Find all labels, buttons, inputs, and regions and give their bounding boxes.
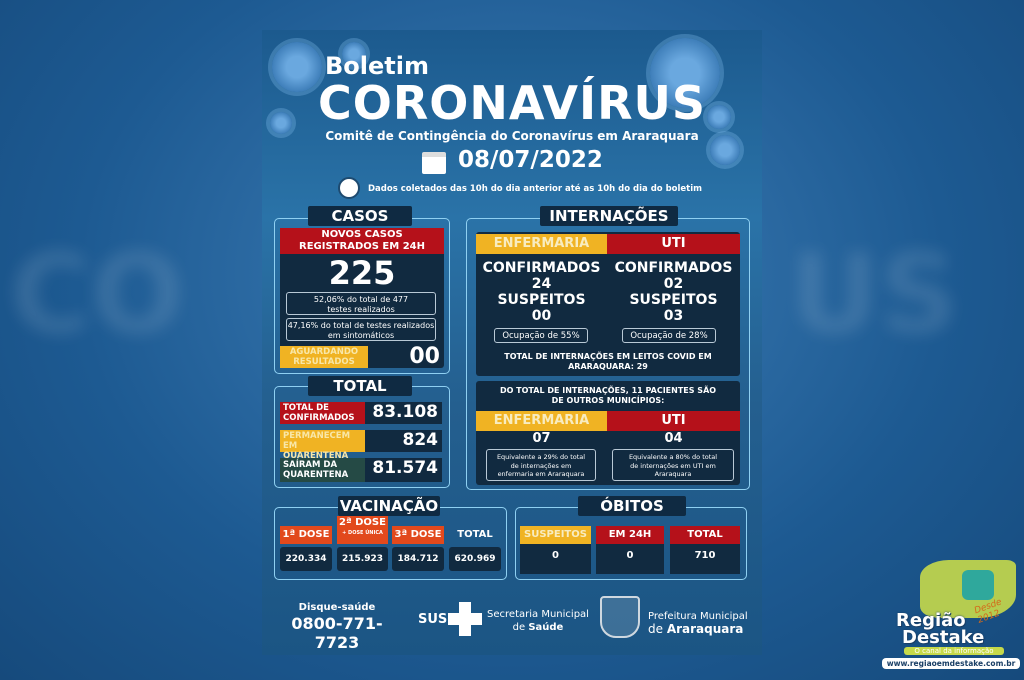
- new-cases-label: NOVOS CASOS REGISTRADOS EM 24H: [280, 228, 444, 254]
- total-confirmed-value: 83.108: [365, 402, 442, 424]
- obitos-24h-header: EM 24H: [596, 526, 664, 544]
- uti-occupancy: Ocupação de 28%: [622, 328, 716, 343]
- watermark-url: www.regiaoemdestake.com.br: [882, 658, 1020, 669]
- casos-title: CASOS: [308, 206, 412, 226]
- other-enfermaria-header: ENFERMARIA: [476, 411, 607, 431]
- enfermaria-stats: CONFIRMADOS 24 SUSPEITOS 00: [476, 260, 607, 324]
- symptomatic-percentage: 47,16% do total de testes realizados em …: [286, 318, 436, 341]
- new-cases-value: 225: [328, 254, 396, 292]
- suspected-value: 03: [663, 308, 684, 324]
- virus-icon: [342, 42, 366, 66]
- dose3-header: 3ª DOSE: [392, 526, 444, 544]
- confirmed-value: 02: [663, 276, 684, 292]
- bulletin-poster: Boletim CORONAVÍRUS Comitê de Contingênc…: [262, 30, 762, 655]
- other-municipalities-note: DO TOTAL DE INTERNAÇÕES, 11 PACIENTES SÃ…: [499, 386, 717, 405]
- obitos-title: ÓBITOS: [578, 496, 686, 516]
- dose1-value: 220.334: [280, 547, 332, 571]
- data-collection-note: Dados coletados das 10h do dia anterior …: [368, 184, 703, 194]
- health-secretariat: Secretaria Municipal de Saúde: [486, 608, 590, 634]
- city-coat-of-arms-icon: [600, 596, 640, 638]
- suspected-label: SUSPEITOS: [629, 292, 718, 308]
- page-title: CORONAVÍRUS: [318, 76, 706, 130]
- total-title: TOTAL: [308, 376, 412, 396]
- quarantine-label: PERMANECEM EM QUARENTENA: [280, 430, 365, 461]
- virus-icon: [272, 42, 322, 92]
- vaccine-total-header: TOTAL: [457, 529, 493, 540]
- virus-icon: [710, 135, 740, 165]
- other-enfermaria-note: Equivalente a 29% do total de internaçõe…: [486, 449, 596, 481]
- dose3-value: 184.712: [392, 547, 444, 571]
- internacoes-title: INTERNAÇÕES: [540, 206, 678, 226]
- sus-logo-text: SUS: [418, 612, 448, 627]
- city-hall-line1: Prefeitura Municipal: [648, 611, 748, 622]
- virus-icon: [270, 112, 292, 134]
- dose2-header: 2ª DOSE + DOSE ÚNICA: [337, 516, 388, 544]
- vaccine-total-value: 620.969: [449, 547, 501, 571]
- calendar-icon: [422, 152, 446, 174]
- virus-icon: [707, 105, 731, 129]
- dose1-header: 1ª DOSE: [280, 526, 332, 544]
- subtitle: Comitê de Contingência do Coronavírus em…: [325, 129, 699, 143]
- vacinacao-title: VACINAÇÃO: [338, 496, 440, 516]
- enfermaria-occupancy: Ocupação de 55%: [494, 328, 588, 343]
- city-hall-prefix: de: [648, 622, 667, 636]
- uti-header: UTI: [607, 234, 740, 254]
- other-municipalities-block: [476, 381, 740, 485]
- total-confirmed-label: TOTAL DE CONFIRMADOS: [280, 402, 365, 424]
- other-uti-header: UTI: [607, 411, 740, 431]
- other-uti-note: Equivalente a 80% do total de internaçõe…: [612, 449, 734, 481]
- blurred-background-text: US: [790, 230, 959, 358]
- secretariat-prefix: de: [512, 622, 529, 633]
- pending-label: AGUARDANDO RESULTADOS: [280, 346, 368, 368]
- phone-label: Disque-saúde: [298, 602, 376, 613]
- watermark-tagline: O canal da informação: [904, 647, 1004, 655]
- sus-cross-icon: [448, 602, 482, 636]
- suspected-label: SUSPEITOS: [497, 292, 586, 308]
- obitos-total-value: 710: [670, 544, 740, 574]
- obitos-24h-value: 0: [596, 544, 664, 574]
- map-region-shape: [962, 570, 994, 600]
- watermark-name2: Destake: [902, 627, 985, 648]
- enfermaria-header: ENFERMARIA: [476, 234, 607, 254]
- obitos-suspected-header: SUSPEITOS: [520, 526, 591, 544]
- suspected-value: 00: [531, 308, 552, 324]
- hospital-block: [476, 232, 740, 376]
- left-quarantine-label: SAÍRAM DA QUARENTENA: [280, 458, 365, 482]
- watermark-name: Região Destake: [896, 610, 985, 648]
- tests-percentage: 52,06% do total de 477 testes realizados: [286, 292, 436, 315]
- total-hospitalizations-note: TOTAL DE INTERNAÇÕES EM LEITOS COVID EM …: [504, 352, 712, 371]
- obitos-suspected-value: 0: [520, 544, 591, 574]
- confirmed-label: CONFIRMADOS: [482, 260, 601, 276]
- quarantine-value: 824: [365, 430, 442, 452]
- secretariat-line1: Secretaria Municipal: [487, 609, 589, 620]
- confirmed-value: 24: [531, 276, 552, 292]
- kicker: Boletim: [325, 52, 429, 80]
- city-hall-name: Araraquara: [666, 622, 744, 636]
- blurred-background-text: CO: [10, 230, 185, 358]
- other-uti-value: 04: [664, 431, 683, 446]
- city-hall: Prefeitura Municipal de Araraquara: [648, 610, 748, 636]
- left-quarantine-value: 81.574: [365, 458, 442, 482]
- dose2-label: 2ª DOSE: [339, 517, 386, 528]
- dose2-sublabel: + DOSE ÚNICA: [342, 530, 383, 536]
- obitos-total-header: TOTAL: [670, 526, 740, 544]
- dose2-value: 215.923: [337, 547, 388, 571]
- pending-value: 00: [409, 344, 440, 369]
- secretariat-name: Saúde: [528, 622, 564, 633]
- confirmed-label: CONFIRMADOS: [614, 260, 733, 276]
- virus-icon: [650, 38, 720, 108]
- watermark-name1: Região: [896, 610, 966, 631]
- clock-icon: [338, 177, 360, 199]
- phone-number: 0800-771-7723: [291, 614, 383, 652]
- uti-stats: CONFIRMADOS 02 SUSPEITOS 03: [607, 260, 740, 324]
- other-enfermaria-value: 07: [532, 431, 551, 446]
- bulletin-date: 08/07/2022: [458, 147, 603, 173]
